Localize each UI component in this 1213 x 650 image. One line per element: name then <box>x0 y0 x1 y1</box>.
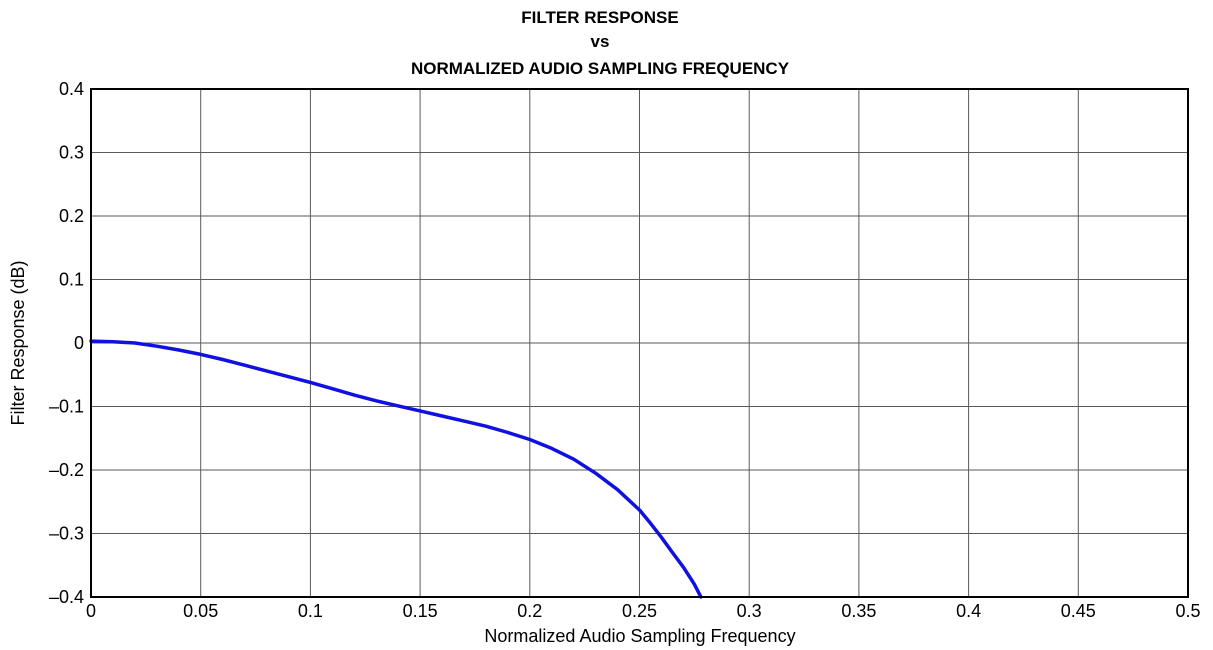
x-axis-ticks: 0 0.05 0.1 0.15 0.2 0.25 0.3 0.35 0.4 0.45 0.5 <box>86 601 1201 621</box>
y-tick-label: –0.2 <box>49 460 84 480</box>
y-tick-label: –0.4 <box>49 587 84 607</box>
chart-title-line-1: FILTER RESPONSE <box>521 8 678 27</box>
plot-frame <box>90 88 1189 598</box>
x-tick-label: 0.15 <box>403 601 438 621</box>
y-tick-label: 0.1 <box>59 270 84 290</box>
y-tick-label: 0.3 <box>59 143 84 163</box>
x-tick-label: 0.4 <box>956 601 981 621</box>
x-tick-label: 0.35 <box>841 601 876 621</box>
series-layer <box>89 339 703 599</box>
y-axis-ticks: 0.4 0.3 0.2 0.1 0 –0.1 –0.2 –0.3 –0.4 <box>49 79 84 607</box>
x-tick-label: 0.5 <box>1175 601 1200 621</box>
x-axis-title: Normalized Audio Sampling Frequency <box>484 626 795 646</box>
x-tick-label: 0.05 <box>183 601 218 621</box>
y-tick-label: 0 <box>74 333 84 353</box>
x-tick-label: 0.2 <box>517 601 542 621</box>
y-tick-label: –0.3 <box>49 524 84 544</box>
y-axis-title: Filter Response (dB) <box>8 260 28 425</box>
x-tick-label: 0.3 <box>737 601 762 621</box>
series-line <box>89 339 703 599</box>
x-tick-label: 0.45 <box>1061 601 1096 621</box>
y-tick-label: 0.4 <box>59 79 84 99</box>
y-tick-label: 0.2 <box>59 206 84 226</box>
chart-title-line-3: NORMALIZED AUDIO SAMPLING FREQUENCY <box>411 59 790 78</box>
grid <box>90 88 1189 598</box>
x-tick-label: 0 <box>86 601 96 621</box>
x-tick-label: 0.1 <box>298 601 323 621</box>
chart-title-line-2: vs <box>591 32 610 51</box>
x-tick-label: 0.25 <box>622 601 657 621</box>
y-tick-label: –0.1 <box>49 397 84 417</box>
